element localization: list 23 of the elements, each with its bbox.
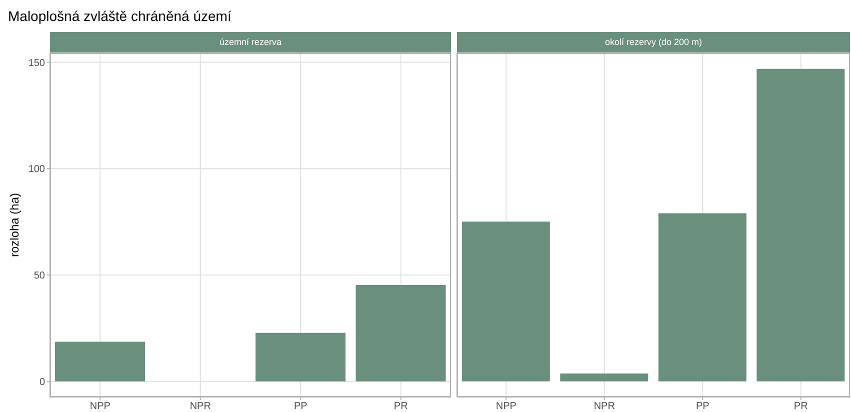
bar — [256, 332, 346, 382]
chart-title: Maloplošná zvláště chráněná území — [8, 8, 232, 24]
y-tick-label: 100 — [28, 164, 46, 176]
x-tick-label: NPR — [190, 401, 211, 412]
x-tick-label: NPP — [496, 401, 517, 412]
bar — [356, 284, 446, 382]
x-tick-label: PR — [794, 401, 808, 412]
x-tick-label: PP — [294, 401, 308, 412]
y-tick-label: 0 — [39, 376, 46, 388]
x-tick-label: NPP — [90, 401, 111, 412]
chart-subtitle: územní rezerva — [50, 32, 451, 53]
bar — [462, 222, 550, 382]
y-axis-title: rozloha (ha) — [7, 192, 22, 258]
y-tick-label: 150 — [28, 58, 46, 69]
chart-subtitle: okolí rezervy (do 200 m) — [457, 32, 850, 53]
x-tick-label: PP — [696, 401, 710, 412]
bar — [756, 68, 845, 382]
bar — [658, 213, 746, 382]
x-tick-label: NPR — [594, 401, 615, 412]
bar — [55, 342, 146, 382]
y-tick-label: 50 — [34, 270, 46, 282]
x-tick-label: PR — [394, 401, 408, 412]
bar — [560, 373, 648, 382]
